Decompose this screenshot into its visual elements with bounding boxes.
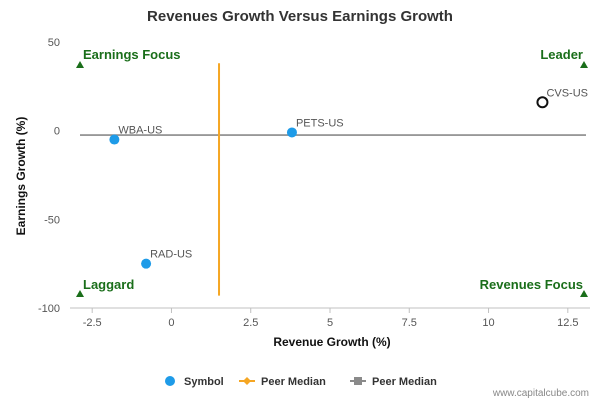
y-tick-label: 50	[48, 37, 60, 49]
quadrant-label-revenues-focus: Revenues Focus	[480, 277, 583, 292]
y-tick-label: -50	[44, 214, 60, 226]
legend-earnings-median-label: Peer Median	[372, 376, 437, 388]
x-tick-label: -2.5	[83, 317, 102, 329]
data-point-cvs-us	[536, 96, 549, 109]
triangle-icon	[580, 61, 588, 68]
median-lines	[80, 63, 586, 296]
credit-text: www.capitalcube.com	[492, 388, 589, 399]
legend-symbol-label: Symbol	[184, 376, 224, 388]
data-label-wba-us: WBA-US	[118, 125, 162, 137]
quadrant-label-laggard: Laggard	[83, 277, 134, 292]
chart-title: Revenues Growth Versus Earnings Growth	[147, 8, 453, 25]
triangle-icon	[76, 290, 84, 297]
legend: Symbol Peer Median Peer Median	[165, 376, 437, 388]
quadrant-labels: Earnings Focus Leader Laggard Revenues Focu…	[76, 47, 588, 297]
data-label-rad-us: RAD-US	[150, 249, 192, 261]
axes	[70, 307, 590, 313]
data-points: WBA-US PETS-US RAD-US CVS-US	[109, 87, 588, 269]
data-point-wba-us	[109, 134, 120, 145]
triangle-icon	[76, 61, 84, 68]
triangle-icon	[580, 290, 588, 297]
x-tick-label: 5	[327, 317, 333, 329]
y-tick-label: 0	[54, 126, 60, 138]
x-tick-label: 7.5	[402, 317, 417, 329]
legend-revenue-median-label: Peer Median	[261, 376, 326, 388]
data-label-pets-us: PETS-US	[296, 117, 344, 129]
quadrant-label-earnings-focus: Earnings Focus	[83, 47, 181, 62]
x-tick-label: 12.5	[557, 317, 578, 329]
data-label-cvs-us: CVS-US	[546, 87, 588, 99]
legend-symbol-marker	[165, 376, 175, 386]
y-tick-label: -100	[38, 303, 60, 315]
tick-labels: -2.5 0 2.5 5 7.5 10 12.5 50 0 -50 -100	[38, 37, 579, 329]
quadrant-label-leader: Leader	[540, 47, 583, 62]
y-axis-title: Earnings Growth (%)	[14, 117, 28, 236]
data-point-pets-us	[286, 127, 297, 138]
legend-diamond-icon	[243, 377, 251, 385]
x-tick-label: 0	[168, 317, 174, 329]
data-point-rad-us	[141, 258, 152, 269]
x-tick-label: 10	[482, 317, 494, 329]
x-axis-title: Revenue Growth (%)	[273, 335, 390, 349]
legend-square-icon	[354, 377, 362, 385]
x-tick-label: 2.5	[243, 317, 258, 329]
